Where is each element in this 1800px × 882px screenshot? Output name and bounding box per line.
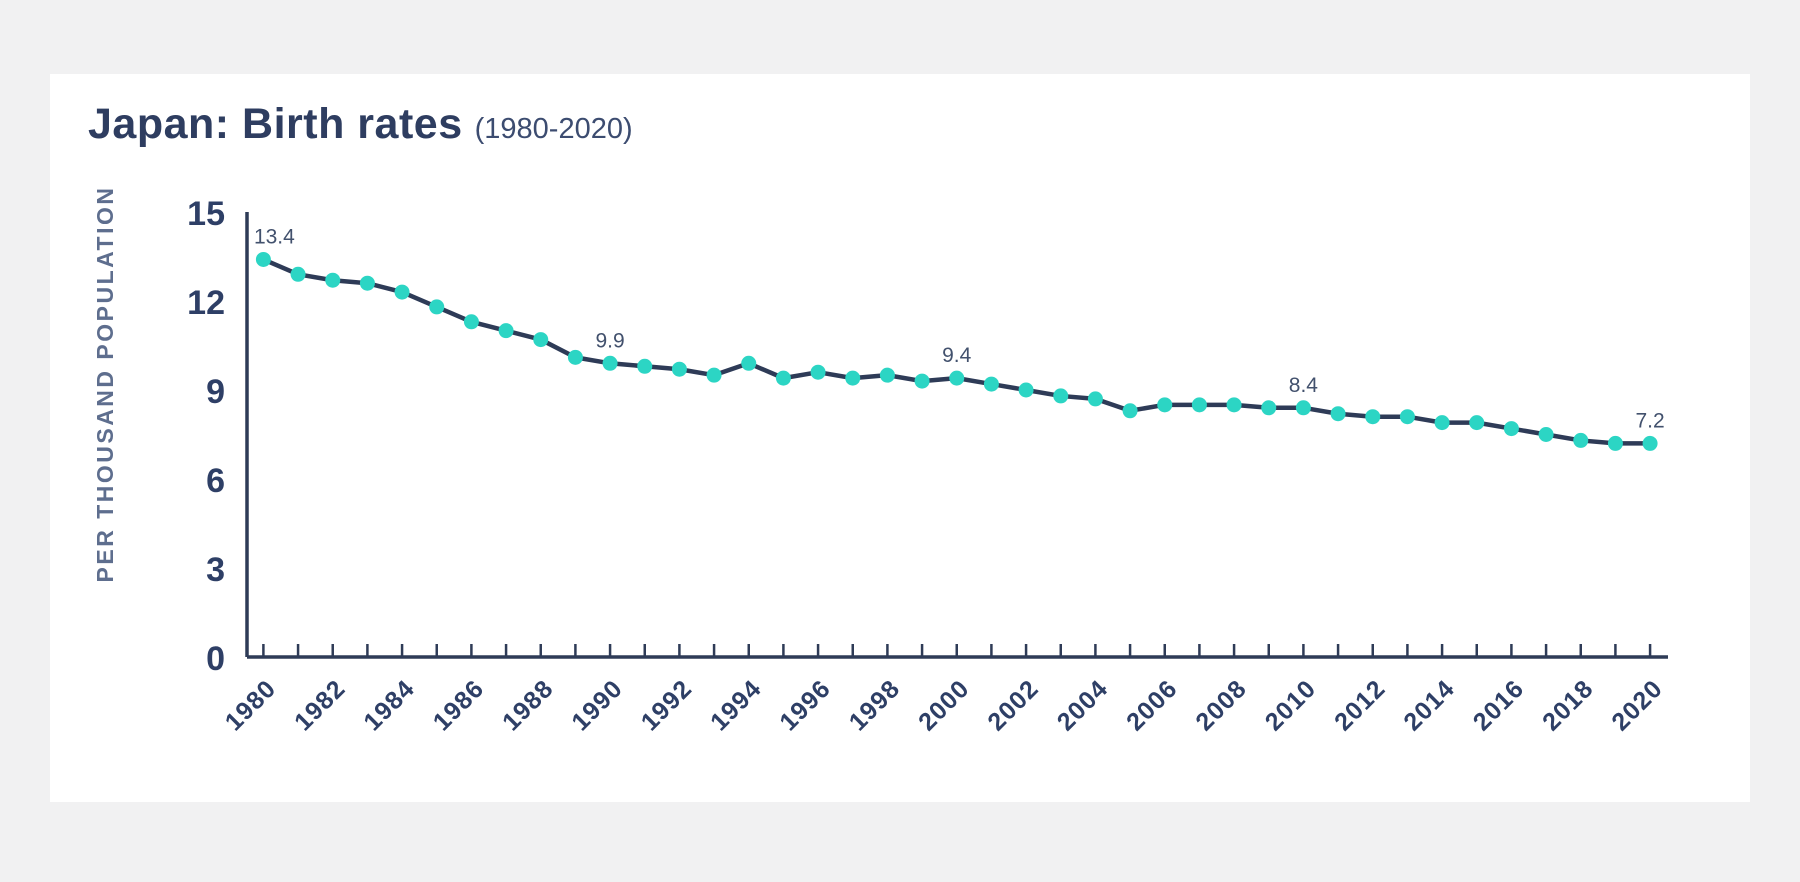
data-point-2013	[1399, 409, 1415, 425]
x-axis-tick-label: 1992	[636, 674, 698, 736]
data-point-2012	[1365, 409, 1381, 425]
data-point-1980	[255, 251, 271, 267]
chart-subtitle: (1980-2020)	[474, 113, 633, 145]
data-point-2020	[1642, 435, 1658, 451]
x-axis-tick-label: 2014	[1398, 674, 1460, 736]
data-point-2014	[1434, 415, 1450, 431]
x-axis-tick-label: 2004	[1052, 674, 1114, 736]
data-point-2018	[1573, 432, 1589, 448]
value-label-2010: 8.4	[1289, 374, 1319, 397]
data-point-1994	[741, 355, 757, 371]
x-axis-tick-label: 2018	[1537, 674, 1599, 736]
x-axis-tick-label: 2000	[913, 674, 975, 736]
data-point-2002	[1018, 382, 1034, 398]
x-axis-tick-label: 2012	[1329, 674, 1391, 736]
y-axis-tick-label: 12	[187, 284, 225, 322]
data-point-1991	[637, 358, 653, 374]
x-axis-tick-label: 1994	[705, 674, 767, 736]
data-point-1990	[602, 355, 618, 371]
data-point-1999	[914, 373, 930, 389]
data-point-1996	[810, 364, 826, 380]
value-label-1980: 13.4	[254, 225, 295, 248]
x-axis-tick-label: 1990	[566, 674, 628, 736]
value-label-1990: 9.9	[595, 329, 624, 352]
data-point-2016	[1503, 421, 1519, 437]
data-point-1993	[706, 367, 722, 383]
x-axis-tick-label: 2010	[1260, 674, 1322, 736]
data-point-1997	[845, 370, 861, 386]
data-point-1986	[463, 314, 479, 330]
data-point-2005	[1122, 403, 1138, 419]
data-point-2009	[1261, 400, 1277, 416]
data-point-1985	[429, 299, 445, 315]
y-axis-tick-label: 9	[206, 373, 225, 411]
data-point-1995	[775, 370, 791, 386]
data-point-1981	[290, 266, 306, 282]
data-point-2001	[983, 376, 999, 392]
value-label-2000: 9.4	[942, 344, 972, 367]
chart-title: Japan: Birth rates	[88, 100, 463, 148]
data-point-2011	[1330, 406, 1346, 422]
data-point-2019	[1607, 435, 1623, 451]
data-point-1983	[359, 275, 375, 291]
y-axis-tick-label: 3	[206, 551, 225, 589]
data-point-1984	[394, 284, 410, 300]
x-axis-tick-label: 1996	[774, 674, 836, 736]
value-label-2020: 7.2	[1635, 409, 1664, 432]
data-point-1988	[533, 332, 549, 348]
x-axis-tick-label: 1986	[428, 674, 490, 736]
data-point-2003	[1053, 388, 1069, 404]
x-axis-tick-label: 1980	[220, 674, 282, 736]
data-point-1992	[671, 361, 687, 377]
x-axis-tick-label: 2006	[1121, 674, 1183, 736]
y-axis-title: PER THOUSAND POPULATION	[92, 186, 118, 583]
data-point-2017	[1538, 426, 1554, 442]
data-point-2000	[949, 370, 965, 386]
x-axis-tick-label: 1998	[844, 674, 906, 736]
data-point-2015	[1469, 415, 1485, 431]
data-point-2007	[1191, 397, 1207, 413]
data-point-1989	[567, 349, 583, 365]
x-axis-tick-label: 2020	[1606, 674, 1668, 736]
data-point-2004	[1087, 391, 1103, 407]
x-axis-tick-label: 2008	[1190, 674, 1252, 736]
data-point-2008	[1226, 397, 1242, 413]
chart-title-block: Japan: Birth rates (1980-2020)	[88, 100, 633, 149]
x-axis-tick-label: 2002	[982, 674, 1044, 736]
y-axis-tick-label: 6	[206, 462, 225, 500]
x-axis-tick-label: 2016	[1468, 674, 1530, 736]
data-point-2010	[1295, 400, 1311, 416]
chart-card: Japan: Birth rates (1980-2020) 0 3 6 9 12 15 PE…	[50, 74, 1750, 802]
x-axis-tick-label: 1984	[358, 674, 420, 736]
data-point-1982	[325, 272, 341, 288]
y-axis-tick-label: 0	[206, 640, 225, 678]
x-axis-tick-label: 1988	[497, 674, 559, 736]
data-point-1987	[498, 323, 514, 339]
x-axis-tick-label: 1982	[289, 674, 351, 736]
data-point-1998	[879, 367, 895, 383]
data-point-2006	[1157, 397, 1173, 413]
y-axis-tick-label: 15	[187, 195, 225, 233]
